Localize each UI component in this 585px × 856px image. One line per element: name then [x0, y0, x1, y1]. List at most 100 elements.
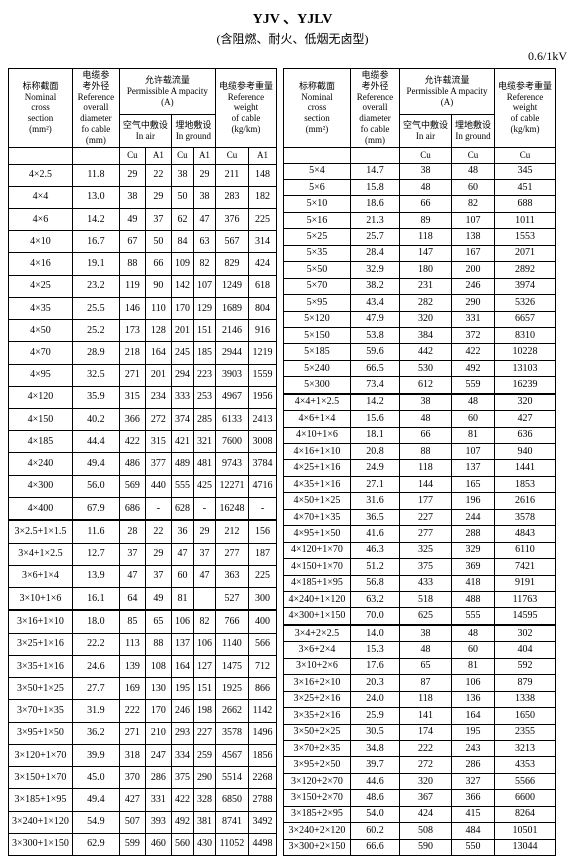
table-cell: 422 [171, 789, 193, 811]
table-cell: 48 [451, 625, 494, 642]
table-cell: 18.6 [350, 196, 399, 212]
hdr-nominal-text: 标称截面 Nominal cross section [12, 81, 69, 124]
table-cell: 5×70 [283, 278, 350, 294]
table-cell: 44.6 [350, 773, 399, 789]
table-row: 4×6+1×415.64860427 [283, 411, 555, 427]
table-cell: 3784 [249, 453, 277, 475]
table-cell: 3213 [494, 740, 555, 756]
table-cell: 66 [399, 427, 451, 443]
table-cell: 147 [399, 245, 451, 261]
table-cell: 167 [451, 245, 494, 261]
table-cell: 5×35 [283, 245, 350, 261]
table-cell: 4567 [215, 744, 248, 766]
table-cell: 82 [193, 253, 215, 275]
table-cell: 331 [451, 311, 494, 327]
table-cell: 29 [193, 164, 215, 186]
table-cell: 48 [451, 394, 494, 411]
table-cell: 36 [171, 520, 193, 543]
table-cell: 460 [145, 833, 171, 855]
table-cell: 4×400 [9, 497, 73, 520]
table-cell: 47 [193, 565, 215, 587]
table-cell: 3×185+2×95 [283, 806, 350, 822]
table-row: 3×16+1×1018.0856510682766400 [9, 610, 277, 633]
col-al: A1 [193, 147, 215, 164]
table-cell: 1496 [249, 722, 277, 744]
table-cell: 48 [399, 411, 451, 427]
table-cell: 25.9 [350, 708, 399, 724]
table-cell: 62.9 [72, 833, 119, 855]
table-cell: 246 [171, 700, 193, 722]
table-cell: 3×300+1×150 [9, 833, 73, 855]
table-cell: 88 [119, 253, 145, 275]
table-cell: 625 [399, 608, 451, 625]
table-cell: 182 [249, 186, 277, 208]
blank [9, 147, 73, 164]
table-cell: 156 [249, 520, 277, 543]
table-cell: 369 [451, 559, 494, 575]
table-cell: 418 [451, 575, 494, 591]
table-cell: 107 [193, 275, 215, 297]
table-cell: 201 [171, 320, 193, 342]
table-cell: 277 [215, 543, 248, 565]
table-row: 4×25+1×1624.91181371441 [283, 460, 555, 476]
table-cell: 47 [193, 209, 215, 231]
table-cell: 211 [215, 164, 248, 186]
table-cell: 345 [494, 163, 555, 179]
table-cell: 113 [119, 633, 145, 655]
table-cell: 3×240+2×120 [283, 823, 350, 839]
table-cell: 8264 [494, 806, 555, 822]
table-cell: 48 [451, 163, 494, 179]
table-cell: 612 [399, 377, 451, 394]
table-row: 3×10+2×617.66581592 [283, 658, 555, 674]
table-cell: 21.3 [350, 212, 399, 228]
table-cell: 31.9 [72, 700, 119, 722]
table-cell: 39.9 [72, 744, 119, 766]
table-cell: 88 [399, 444, 451, 460]
table-cell: 63.2 [350, 591, 399, 607]
table-cell: 3×6+2×4 [283, 642, 350, 658]
table-cell: 165 [451, 476, 494, 492]
table-row: 4×2523.2119901421071249618 [9, 275, 277, 297]
table-row: 5×1621.3891071011 [283, 212, 555, 228]
table-cell: 2355 [494, 724, 555, 740]
table-cell: 66.5 [350, 360, 399, 376]
table-cell: 5×150 [283, 327, 350, 343]
left-table: 标称截面 Nominal cross section (mm²) 电缆参 考外径… [8, 68, 277, 856]
table-cell: 44.4 [72, 431, 119, 453]
table-cell: 5×185 [283, 344, 350, 360]
table-cell: 18.0 [72, 610, 119, 633]
table-row: 3×10+1×616.1644981527300 [9, 588, 277, 611]
col-nominal: 标称截面 Nominal cross section (mm²) [9, 69, 73, 148]
table-cell: 8310 [494, 327, 555, 343]
table-cell: 4×185 [9, 431, 73, 453]
table-row: 4×16+1×1020.888107940 [283, 444, 555, 460]
table-cell: 1956 [249, 386, 277, 408]
table-cell: 440 [145, 475, 171, 497]
blank [283, 147, 350, 163]
table-cell: 451 [494, 180, 555, 196]
table-cell: 106 [451, 675, 494, 691]
table-cell: 3×4+1×2.5 [9, 543, 73, 565]
table-cell: 29 [145, 543, 171, 565]
table-cell: 223 [193, 364, 215, 386]
table-cell: 129 [193, 297, 215, 319]
table-cell: 38 [119, 186, 145, 208]
table-cell: 527 [215, 588, 248, 611]
table-row: 3×70+2×3534.82222433213 [283, 740, 555, 756]
table-row: 4×9532.527120129422339031559 [9, 364, 277, 386]
table-cell: 7600 [215, 431, 248, 453]
col-weight: 电缆参考重量 Reference weight of cable (kg/km) [494, 69, 555, 148]
table-cell: 2892 [494, 262, 555, 278]
table-cell: 54.0 [350, 806, 399, 822]
table-cell: 4×70 [9, 342, 73, 364]
table-cell: 56.8 [350, 575, 399, 591]
table-cell: 6657 [494, 311, 555, 327]
table-cell: 88 [145, 633, 171, 655]
table-cell: 5×16 [283, 212, 350, 228]
table-cell: 2071 [494, 245, 555, 261]
table-cell: 3×300+2×150 [283, 839, 350, 856]
table-cell: 3×35+1×16 [9, 656, 73, 678]
table-row: 5×3528.41471672071 [283, 245, 555, 261]
voltage-rating: 0.6/1kV [8, 49, 577, 64]
table-cell: 333 [171, 386, 193, 408]
